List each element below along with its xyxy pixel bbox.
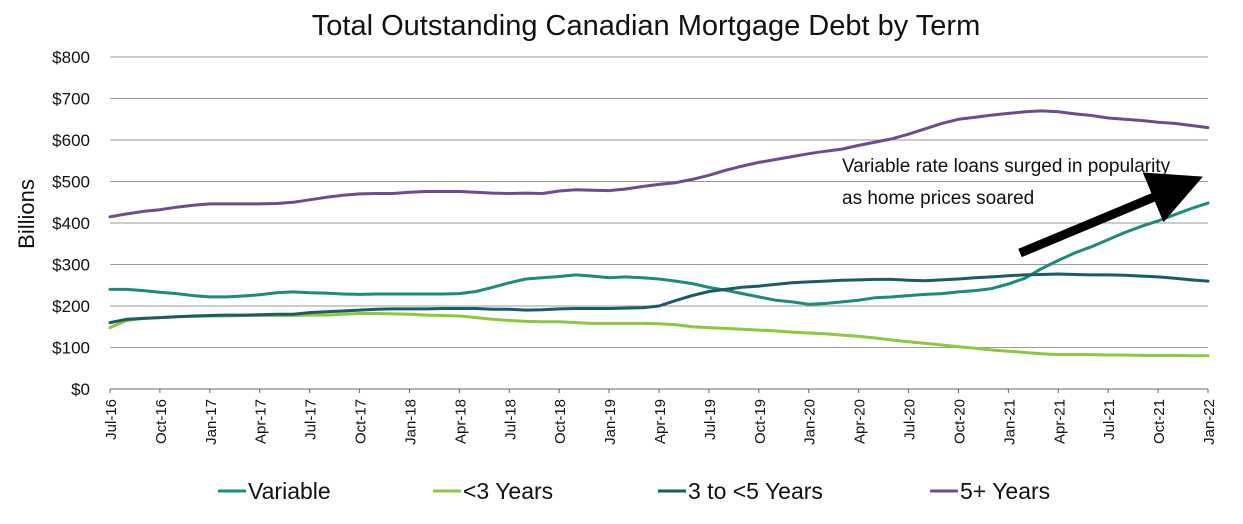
series-line-3 [108,109,1210,219]
legend-label: Variable [248,478,331,504]
x-tick-label: Jul-20 [902,399,919,440]
y-tick-label: $200 [52,297,90,316]
x-tick-label: Apr-21 [1051,399,1068,444]
x-axis-ticks: Jul-16 Oct-16 Jan-17 Apr-17 Jul-17 Oct-17 Jan-… [103,389,1218,445]
x-tick-label: Jul-16 [103,399,120,440]
x-tick-label: Oct-21 [1151,399,1168,444]
x-tick-label: Jan-21 [1001,399,1018,445]
gridlines [110,56,1208,390]
y-tick-label: $700 [52,90,90,109]
y-tick-label: $100 [52,339,90,358]
y-tick-label: $300 [52,256,90,275]
annotation: Variable rate loans surged in popularity… [842,156,1203,258]
legend-label: 3 to <5 Years [688,478,823,504]
x-tick-label: Jan-22 [1201,399,1218,445]
legend-label: <3 Years [463,478,553,504]
x-tick-label: Jan-18 [402,399,419,445]
x-tick-label: Jul-19 [702,399,719,440]
series-line-2 [108,272,1210,325]
y-tick-label: $400 [52,214,90,233]
x-tick-label: Apr-20 [852,399,869,444]
legend: Variable <3 Years 3 to <5 Years 5+ Years [218,478,1050,504]
annotation-text-line-2: as home prices soared [842,188,1034,209]
y-axis-label: Billions [14,179,39,249]
y-tick-label: $800 [52,48,90,67]
x-tick-label: Jan-17 [203,399,220,445]
y-tick-label: $600 [52,131,90,150]
x-tick-label: Jul-17 [303,399,320,440]
x-tick-label: Oct-18 [552,399,569,444]
x-tick-label: Jul-21 [1101,399,1118,440]
x-tick-label: Apr-17 [253,399,270,444]
chart-title: Total Outstanding Canadian Mortgage Debt… [312,10,980,42]
series-lines [108,109,1210,358]
x-tick-label: Jan-20 [802,399,819,445]
y-axis-ticks: $0 $100 $200 $300 $400 $500 $600 $700 $800 [52,48,90,399]
annotation-arrow [1018,172,1203,258]
y-tick-label: $0 [71,380,90,399]
x-tick-label: Jul-18 [502,399,519,440]
series-line-1 [108,312,1210,358]
x-tick-label: Oct-20 [951,399,968,444]
annotation-text-line-1: Variable rate loans surged in popularity [842,156,1171,177]
x-tick-label: Oct-19 [752,399,769,444]
x-tick-label: Jan-19 [602,399,619,445]
series-line-0 [108,201,1210,306]
x-tick-label: Oct-17 [353,399,370,444]
legend-label: 5+ Years [960,478,1050,504]
x-tick-label: Apr-19 [652,399,669,444]
x-tick-label: Apr-18 [452,399,469,444]
x-tick-label: Oct-16 [153,399,170,444]
y-tick-label: $500 [52,173,90,192]
